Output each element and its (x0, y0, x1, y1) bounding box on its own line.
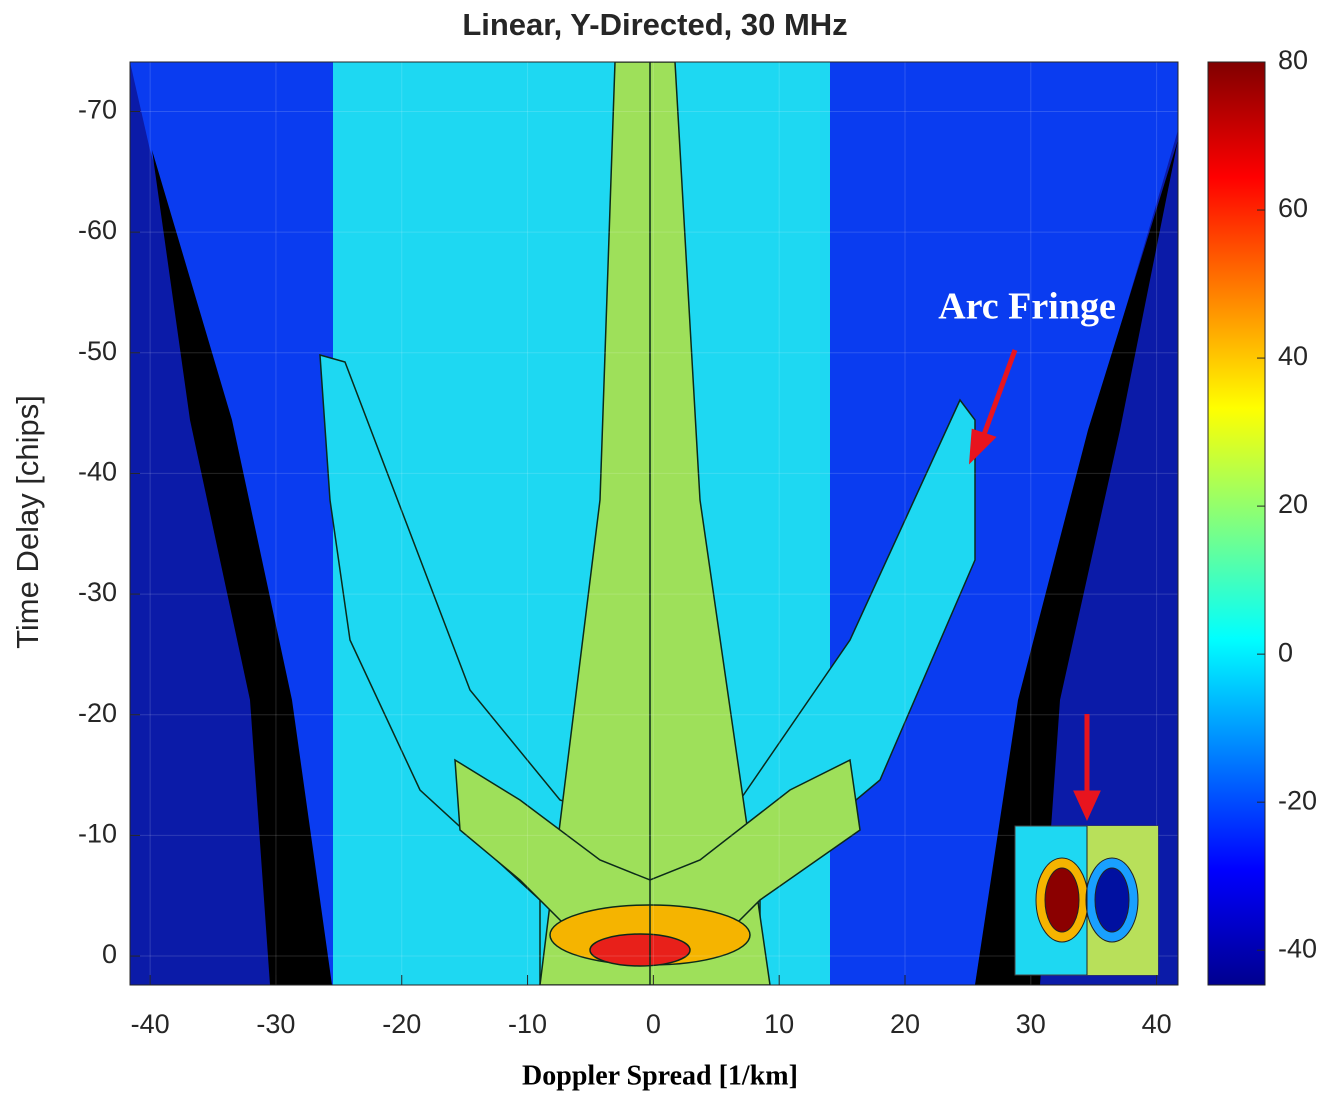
x-tick-label: 40 (1142, 1009, 1172, 1039)
y-axis-label: Time Delay [chips] (10, 395, 45, 649)
annotation: Arc Fringe (938, 286, 1116, 328)
x-tick-label: 10 (764, 1009, 794, 1039)
x-tick-label: -40 (131, 1009, 170, 1039)
y-tick-label: -30 (78, 577, 117, 607)
x-tick-label: 0 (646, 1009, 661, 1039)
x-tick-label: -10 (508, 1009, 547, 1039)
colorbar-tick-label: -40 (1278, 933, 1317, 963)
plot-frame (129, 61, 1179, 986)
y-tick-label: -20 (78, 698, 117, 728)
y-tick-label: -50 (78, 336, 117, 366)
chart-title: Linear, Y-Directed, 30 MHz (462, 7, 847, 42)
colorbar-tick-label: 60 (1278, 193, 1308, 223)
colorbar (1207, 61, 1266, 986)
colorbar-tick-label: 0 (1278, 637, 1293, 667)
contour-field (130, 62, 1178, 985)
y-tick-label: 0 (102, 939, 117, 969)
x-tick-label: 30 (1016, 1009, 1046, 1039)
colorbar-tick-label: -20 (1278, 785, 1317, 815)
x-tick-label: -20 (382, 1009, 421, 1039)
colorbar-tick-label: 80 (1278, 45, 1308, 75)
inset (1014, 825, 1159, 976)
y-tick-label: -70 (78, 95, 117, 125)
arrows (968, 349, 1101, 822)
x-tick-label: -30 (256, 1009, 295, 1039)
y-tick-label: -40 (78, 457, 117, 487)
colorbar-tick-label: 20 (1278, 489, 1308, 519)
y-tick-label: -10 (78, 819, 117, 849)
colorbar-tick-label: 40 (1278, 341, 1308, 371)
x-axis-label: Doppler Spread [1/km] (522, 1060, 798, 1091)
y-tick-label: -60 (78, 215, 117, 245)
grid (130, 62, 1178, 985)
x-tick-label: 20 (890, 1009, 920, 1039)
